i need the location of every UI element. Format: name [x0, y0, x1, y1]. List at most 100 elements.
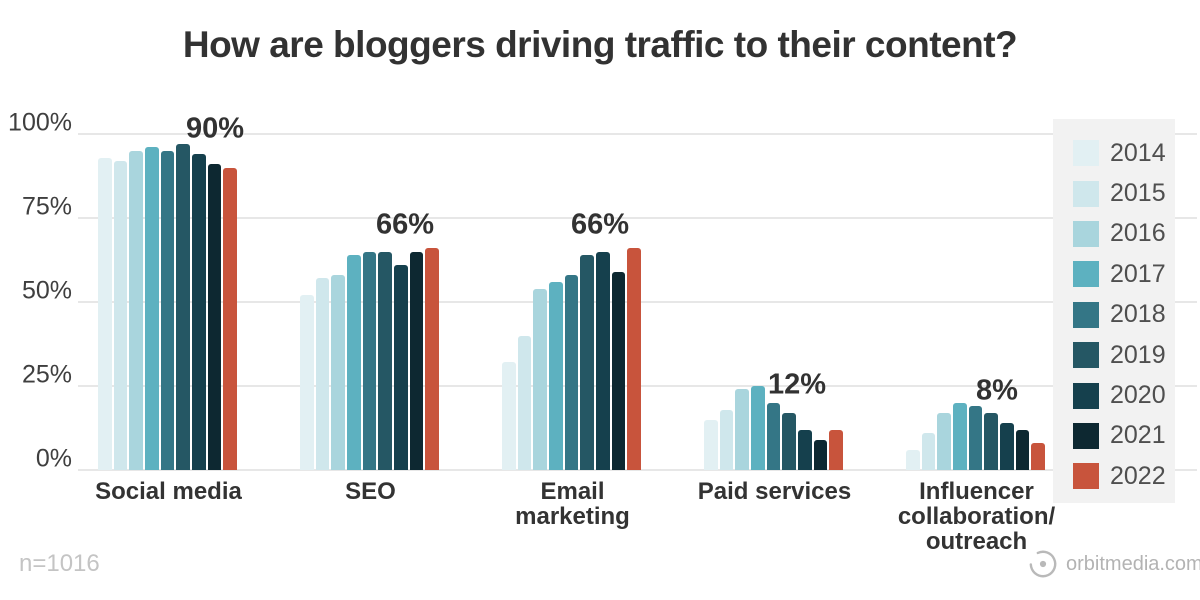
x-axis-label-seo: SEO — [345, 478, 396, 505]
x-axis-label-paid-services: Paid services — [697, 478, 852, 505]
bar-2019-seo — [378, 251, 392, 470]
value-callout-influencer-collaboration-outreach: 8% — [976, 374, 1018, 407]
legend-label-2021: 2021 — [1110, 421, 1166, 450]
legend: 2014 2015 2016 2017 2018 2019 2020 2021 2022 — [1053, 119, 1175, 503]
legend-label-2022: 2022 — [1110, 461, 1166, 490]
bar-group-seo — [300, 134, 441, 470]
y-axis-tick-75: 75% — [21, 192, 72, 221]
bar-2020-email-marketing — [596, 251, 610, 470]
bar-2018-paid-services — [766, 402, 781, 470]
bar-2022-social-media — [223, 167, 237, 470]
legend-label-2019: 2019 — [1110, 340, 1166, 369]
bar-group-influencer-collaboration-outreach — [906, 134, 1047, 470]
bar-2017-social-media — [145, 147, 159, 470]
legend-item-2022: 2022 — [1073, 456, 1175, 496]
legend-label-2015: 2015 — [1110, 179, 1166, 208]
bar-2018-influencer-collaboration-outreach — [968, 406, 983, 470]
bar-2016-paid-services — [735, 389, 749, 470]
bar-2022-email-marketing — [627, 248, 641, 470]
y-axis-tick-50: 50% — [21, 276, 72, 305]
bar-2015-influencer-collaboration-outreach — [921, 433, 936, 470]
source-url: orbitmedia.com — [1066, 552, 1200, 575]
legend-swatch-2021 — [1073, 422, 1099, 449]
legend-swatch-2015 — [1073, 180, 1099, 207]
bar-2014-social-media — [98, 157, 112, 470]
bar-2017-seo — [347, 254, 361, 470]
legend-swatch-2014 — [1073, 140, 1099, 167]
bar-2015-email-marketing — [517, 335, 532, 470]
y-axis-tick-0: 0% — [35, 444, 72, 473]
legend-label-2017: 2017 — [1110, 259, 1166, 288]
value-callout-social-media: 90% — [185, 112, 245, 145]
legend-item-2021: 2021 — [1073, 416, 1175, 456]
bar-2014-email-marketing — [502, 362, 516, 470]
bar-2021-social-media — [207, 164, 222, 470]
bar-2018-email-marketing — [564, 275, 579, 470]
bar-2022-paid-services — [829, 429, 843, 470]
bar-group-email-marketing — [502, 134, 643, 470]
legend-swatch-2016 — [1073, 220, 1099, 247]
bar-2017-paid-services — [751, 386, 765, 470]
bar-2021-email-marketing — [611, 271, 626, 470]
bar-group-paid-services — [704, 134, 845, 470]
bar-2020-influencer-collaboration-outreach — [1000, 422, 1014, 470]
bar-2018-social-media — [160, 150, 175, 470]
legend-label-2020: 2020 — [1110, 381, 1166, 410]
legend-item-2015: 2015 — [1073, 173, 1175, 213]
x-axis-label-email-marketing: Email marketing — [515, 478, 630, 530]
bar-2015-seo — [315, 278, 330, 470]
source-attribution: orbitmedia.com — [1028, 549, 1200, 579]
bar-2016-email-marketing — [533, 288, 547, 470]
orbit-logo-icon — [1029, 550, 1057, 578]
legend-swatch-2017 — [1073, 261, 1099, 288]
bar-2020-social-media — [192, 154, 206, 470]
x-axis-label-social-media: Social media — [95, 478, 242, 505]
bar-2017-influencer-collaboration-outreach — [953, 402, 967, 470]
bar-2018-seo — [362, 251, 377, 470]
bar-2015-social-media — [113, 160, 128, 470]
gridline-100 — [78, 133, 1197, 135]
bar-2014-paid-services — [704, 419, 718, 470]
legend-item-2020: 2020 — [1073, 375, 1175, 415]
bar-2014-seo — [300, 295, 314, 470]
legend-label-2016: 2016 — [1110, 219, 1166, 248]
bar-2021-influencer-collaboration-outreach — [1015, 429, 1030, 470]
legend-item-2018: 2018 — [1073, 295, 1175, 335]
gridline-0 — [78, 469, 1197, 471]
legend-swatch-2018 — [1073, 301, 1099, 328]
bar-2020-paid-services — [798, 429, 812, 470]
bar-2019-paid-services — [782, 412, 796, 470]
y-axis-tick-100: 100% — [8, 108, 72, 137]
bar-2019-email-marketing — [580, 254, 594, 470]
chart-title: How are bloggers driving traffic to thei… — [182, 24, 1018, 65]
bar-group-social-media — [98, 134, 239, 470]
x-axis-label-influencer-collaboration-outreach: Influencer collaboration/outreach — [897, 478, 1056, 555]
legend-swatch-2020 — [1073, 382, 1099, 409]
y-axis-tick-25: 25% — [21, 360, 72, 389]
bar-2021-seo — [409, 251, 424, 470]
legend-label-2018: 2018 — [1110, 300, 1166, 329]
legend-item-2019: 2019 — [1073, 335, 1175, 375]
legend-swatch-2019 — [1073, 342, 1099, 369]
bar-2020-seo — [394, 265, 408, 470]
bar-2017-email-marketing — [549, 281, 563, 470]
bar-2022-seo — [425, 248, 439, 470]
bar-2014-influencer-collaboration-outreach — [906, 449, 920, 470]
gridline-75 — [78, 217, 1197, 219]
bar-2021-paid-services — [813, 439, 828, 470]
bar-2016-influencer-collaboration-outreach — [937, 412, 951, 470]
value-callout-email-marketing: 66% — [570, 208, 630, 241]
legend-label-2014: 2014 — [1110, 138, 1166, 167]
bar-2016-seo — [331, 275, 345, 470]
bar-2016-social-media — [129, 150, 143, 470]
bar-2019-influencer-collaboration-outreach — [984, 412, 998, 470]
legend-item-2017: 2017 — [1073, 254, 1175, 294]
bar-2019-social-media — [176, 144, 190, 470]
bar-2022-influencer-collaboration-outreach — [1031, 443, 1045, 470]
legend-item-2014: 2014 — [1073, 133, 1175, 173]
sample-size-note: n=1016 — [19, 550, 100, 577]
value-callout-seo: 66% — [375, 208, 435, 241]
value-callout-paid-services: 12% — [767, 368, 827, 401]
legend-item-2016: 2016 — [1073, 214, 1175, 254]
